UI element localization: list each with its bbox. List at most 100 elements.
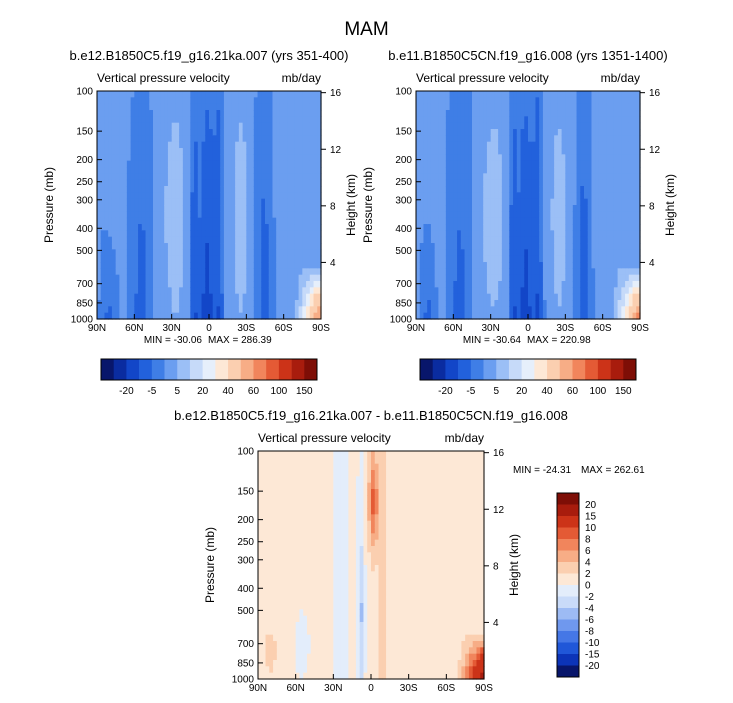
heatmap-cell [486, 179, 492, 187]
heatmap-cell [565, 255, 570, 263]
heatmap-cell [453, 274, 458, 282]
heatmap-cell [595, 192, 600, 200]
heatmap-cell [309, 230, 315, 238]
heatmap-cell [542, 243, 548, 250]
heatmap-cell [126, 154, 132, 162]
heatmap-cell [550, 217, 555, 225]
heatmap-cell [528, 97, 533, 105]
heatmap-cell [561, 268, 566, 276]
heatmap-cell [257, 198, 262, 206]
heatmap-cell [550, 148, 555, 155]
heatmap-cell [449, 243, 454, 250]
heatmap-cell [156, 287, 162, 295]
heatmap-cell [220, 306, 225, 314]
y-axis-label: Pressure (mb) [42, 167, 56, 243]
heatmap-cell [595, 224, 600, 231]
max-label: MAX = 220.98 [527, 335, 591, 346]
heatmap-cell [287, 135, 292, 143]
heatmap-cell [216, 116, 221, 124]
heatmap-cell [223, 103, 229, 111]
heatmap-cell [201, 154, 206, 162]
heatmap-cell [280, 476, 285, 484]
heatmap-cell [632, 179, 637, 187]
heatmap-cell [283, 211, 288, 219]
heatmap-cell [108, 224, 113, 231]
heatmap-cell [299, 514, 304, 522]
heatmap-cell [475, 262, 481, 269]
heatmap-cell [306, 558, 312, 566]
heatmap-cell [220, 243, 225, 250]
heatmap-cell [569, 224, 574, 231]
heatmap-cell [621, 148, 626, 155]
heatmap-cell [610, 141, 615, 149]
heatmap-cell [535, 281, 540, 288]
heatmap-cell [216, 129, 221, 136]
heatmap-cell [145, 186, 150, 193]
heatmap-cell [445, 236, 451, 244]
heatmap-cell [123, 243, 128, 250]
heatmap-cell [261, 508, 267, 515]
heatmap-cell [494, 217, 499, 225]
heatmap-cell [617, 154, 622, 162]
heatmap-cell [416, 148, 421, 155]
heatmap-cell [268, 300, 274, 307]
heatmap-cell [265, 116, 270, 124]
colorbar-swatch [304, 359, 318, 380]
colorbar-label: 100 [590, 386, 607, 397]
heatmap-cell [546, 255, 551, 263]
heatmap-cell [580, 236, 585, 244]
heatmap-cell [119, 312, 124, 320]
heatmap-cell [294, 255, 300, 263]
heatmap-cell [531, 97, 537, 105]
heatmap-cell [472, 217, 477, 225]
heatmap-cell [246, 154, 251, 162]
heatmap-cell [276, 653, 282, 661]
heatmap-cell [212, 281, 218, 288]
heatmap-cell [231, 287, 236, 295]
heatmap-cell [494, 103, 499, 111]
heatmap-cell [268, 249, 274, 257]
heatmap-cell [269, 603, 274, 610]
heatmap-cell [542, 141, 548, 149]
heatmap-cell [542, 173, 548, 181]
heatmap-cell [258, 508, 263, 515]
heatmap-cell [625, 287, 630, 295]
heatmap-cell [253, 103, 259, 111]
heatmap-cell [542, 122, 548, 130]
heatmap-cell [486, 306, 492, 314]
heatmap-cell [100, 243, 106, 250]
heatmap-cell [427, 293, 432, 301]
heatmap-cell [576, 312, 581, 320]
heatmap-cell [190, 205, 195, 212]
heatmap-cell [509, 141, 514, 149]
heatmap-cell [141, 236, 147, 244]
panel-title: b.e12.B1850C5.f19_g16.21ka.007 - b.e11.B… [174, 408, 568, 423]
colorbar-label: 40 [541, 386, 553, 397]
heatmap-cell [524, 198, 529, 206]
heatmap-cell [449, 255, 454, 263]
heatmap-cell [565, 217, 570, 225]
heatmap-cell [261, 539, 267, 547]
heatmap-cell [179, 160, 184, 168]
heatmap-cell [279, 255, 285, 263]
heatmap-cell [486, 211, 492, 219]
heatmap-cell [617, 186, 622, 193]
heatmap-cell [610, 287, 615, 295]
heatmap-cell [291, 634, 297, 642]
heatmap-cell [606, 192, 611, 200]
heatmap-cell [524, 306, 529, 314]
heatmap-cell [130, 274, 135, 282]
heatmap-cell [223, 230, 229, 238]
heatmap-cell [261, 463, 267, 471]
heatmap-cell [625, 312, 630, 320]
heatmap-cell [483, 129, 488, 136]
heatmap-cell [628, 217, 634, 225]
heatmap-cell [283, 91, 288, 98]
heatmap-cell [141, 160, 147, 168]
heatmap-cell [164, 300, 169, 307]
heatmap-cell [453, 217, 458, 225]
heatmap-cell [126, 306, 132, 314]
heatmap-cell [317, 262, 322, 269]
heatmap-cell [295, 615, 301, 623]
heatmap-cell [554, 186, 559, 193]
